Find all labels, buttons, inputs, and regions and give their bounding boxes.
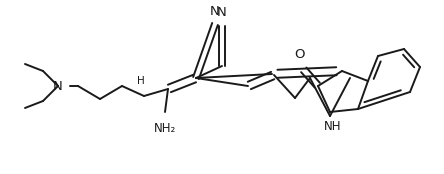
- Text: H: H: [137, 76, 145, 86]
- Text: N: N: [53, 80, 63, 93]
- Text: NH: NH: [324, 120, 342, 133]
- Text: N: N: [210, 5, 220, 18]
- Text: NH₂: NH₂: [154, 122, 176, 135]
- Text: N: N: [217, 6, 227, 19]
- Text: O: O: [294, 48, 304, 61]
